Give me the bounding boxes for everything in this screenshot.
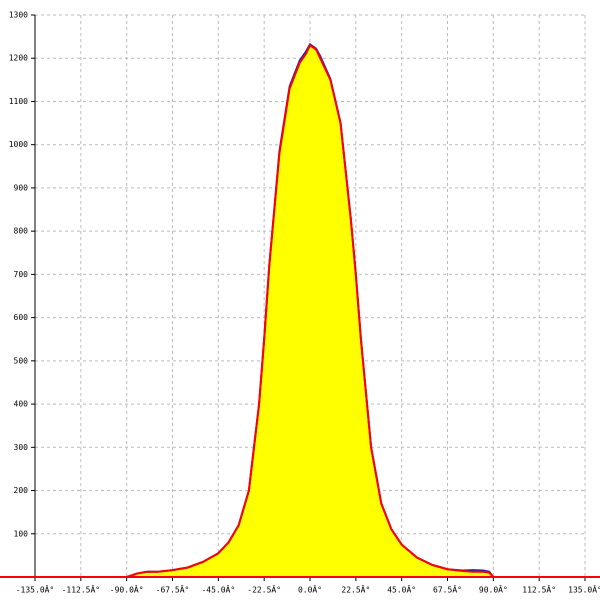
y-tick-label: 200 bbox=[14, 486, 29, 495]
y-tick-label: 500 bbox=[14, 356, 29, 365]
x-tick-label: 22.5Â° bbox=[341, 584, 370, 595]
y-tick-label: 700 bbox=[14, 270, 29, 279]
x-tick-label: -135.0Â° bbox=[16, 584, 55, 595]
y-tick-label: 1300 bbox=[9, 11, 28, 20]
area-fill bbox=[126, 45, 494, 578]
y-tick-label: 800 bbox=[14, 227, 29, 236]
x-tick-label: -45.0Â° bbox=[201, 584, 235, 595]
x-tick-label: 90.0Â° bbox=[479, 584, 508, 595]
x-tick-label: -112.5Â° bbox=[62, 584, 101, 595]
x-tick-label: 112.5Â° bbox=[522, 584, 556, 595]
x-tick-label: 67.5Â° bbox=[433, 584, 462, 595]
series-line bbox=[126, 43, 495, 578]
y-tick-label: 600 bbox=[14, 313, 29, 322]
x-tick-label: -22.5Â° bbox=[247, 584, 281, 595]
x-tick-label: 0.0Â° bbox=[298, 584, 322, 595]
x-tick-label: 135.0Â° bbox=[568, 584, 600, 595]
x-tick-label: 45.0Â° bbox=[387, 584, 416, 595]
x-tick-label: -90.0Â° bbox=[110, 584, 144, 595]
y-tick-label: 1200 bbox=[9, 54, 28, 63]
y-tick-label: 1100 bbox=[9, 97, 28, 106]
x-tick-label: -67.5Â° bbox=[156, 584, 190, 595]
y-tick-label: 1000 bbox=[9, 140, 28, 149]
y-tick-label: 400 bbox=[14, 400, 29, 409]
y-tick-label: 300 bbox=[14, 443, 29, 452]
y-tick-label: 100 bbox=[14, 529, 29, 538]
y-tick-label: 900 bbox=[14, 183, 29, 192]
